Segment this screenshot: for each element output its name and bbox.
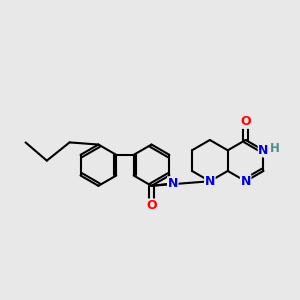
Text: N: N: [258, 144, 269, 157]
Text: N: N: [168, 177, 178, 190]
Text: N: N: [240, 175, 251, 188]
Text: O: O: [240, 115, 251, 128]
Text: O: O: [146, 199, 157, 212]
Text: H: H: [270, 142, 280, 155]
Text: N: N: [205, 175, 215, 188]
